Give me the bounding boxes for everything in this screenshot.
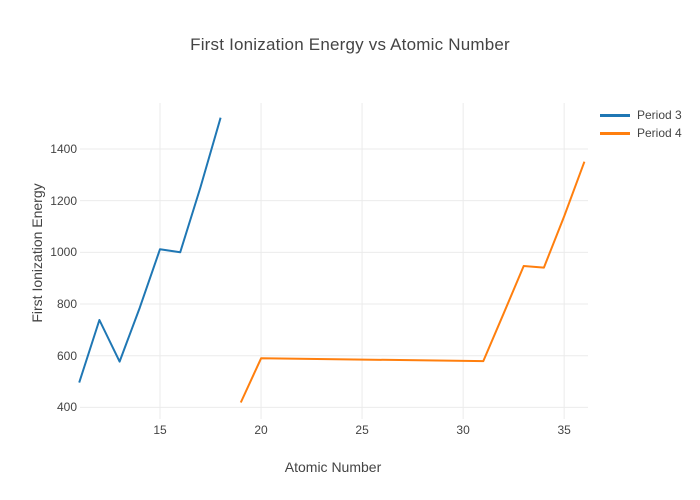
chart-title: First Ionization Energy vs Atomic Number (190, 35, 510, 54)
legend-line-swatch (600, 113, 630, 117)
y-tick-label: 800 (56, 297, 77, 312)
legend-line-swatch (600, 131, 630, 135)
legend: Period 3 Period 4 (600, 106, 682, 142)
x-axis-title: Atomic Number (284, 459, 382, 475)
legend-item-period-3[interactable]: Period 3 (600, 106, 682, 124)
y-tick-label: 600 (56, 348, 77, 363)
y-tick-label: 1200 (50, 193, 77, 208)
x-tick-label: 30 (456, 423, 470, 437)
x-tick-label: 35 (557, 423, 571, 437)
legend-label: Period 4 (637, 126, 682, 140)
y-tick-label: 1400 (50, 141, 77, 156)
x-tick-label: 15 (153, 423, 167, 437)
y-tick-label: 1000 (50, 245, 77, 260)
legend-item-period-4[interactable]: Period 4 (600, 124, 682, 142)
series-line-period-4[interactable] (239, 161, 586, 403)
x-tick-label: 25 (355, 423, 369, 437)
y-tick-label: 400 (56, 400, 77, 415)
legend-label: Period 3 (637, 108, 682, 122)
x-tick-label: 20 (254, 423, 268, 437)
series-line-period-3[interactable] (78, 117, 222, 383)
